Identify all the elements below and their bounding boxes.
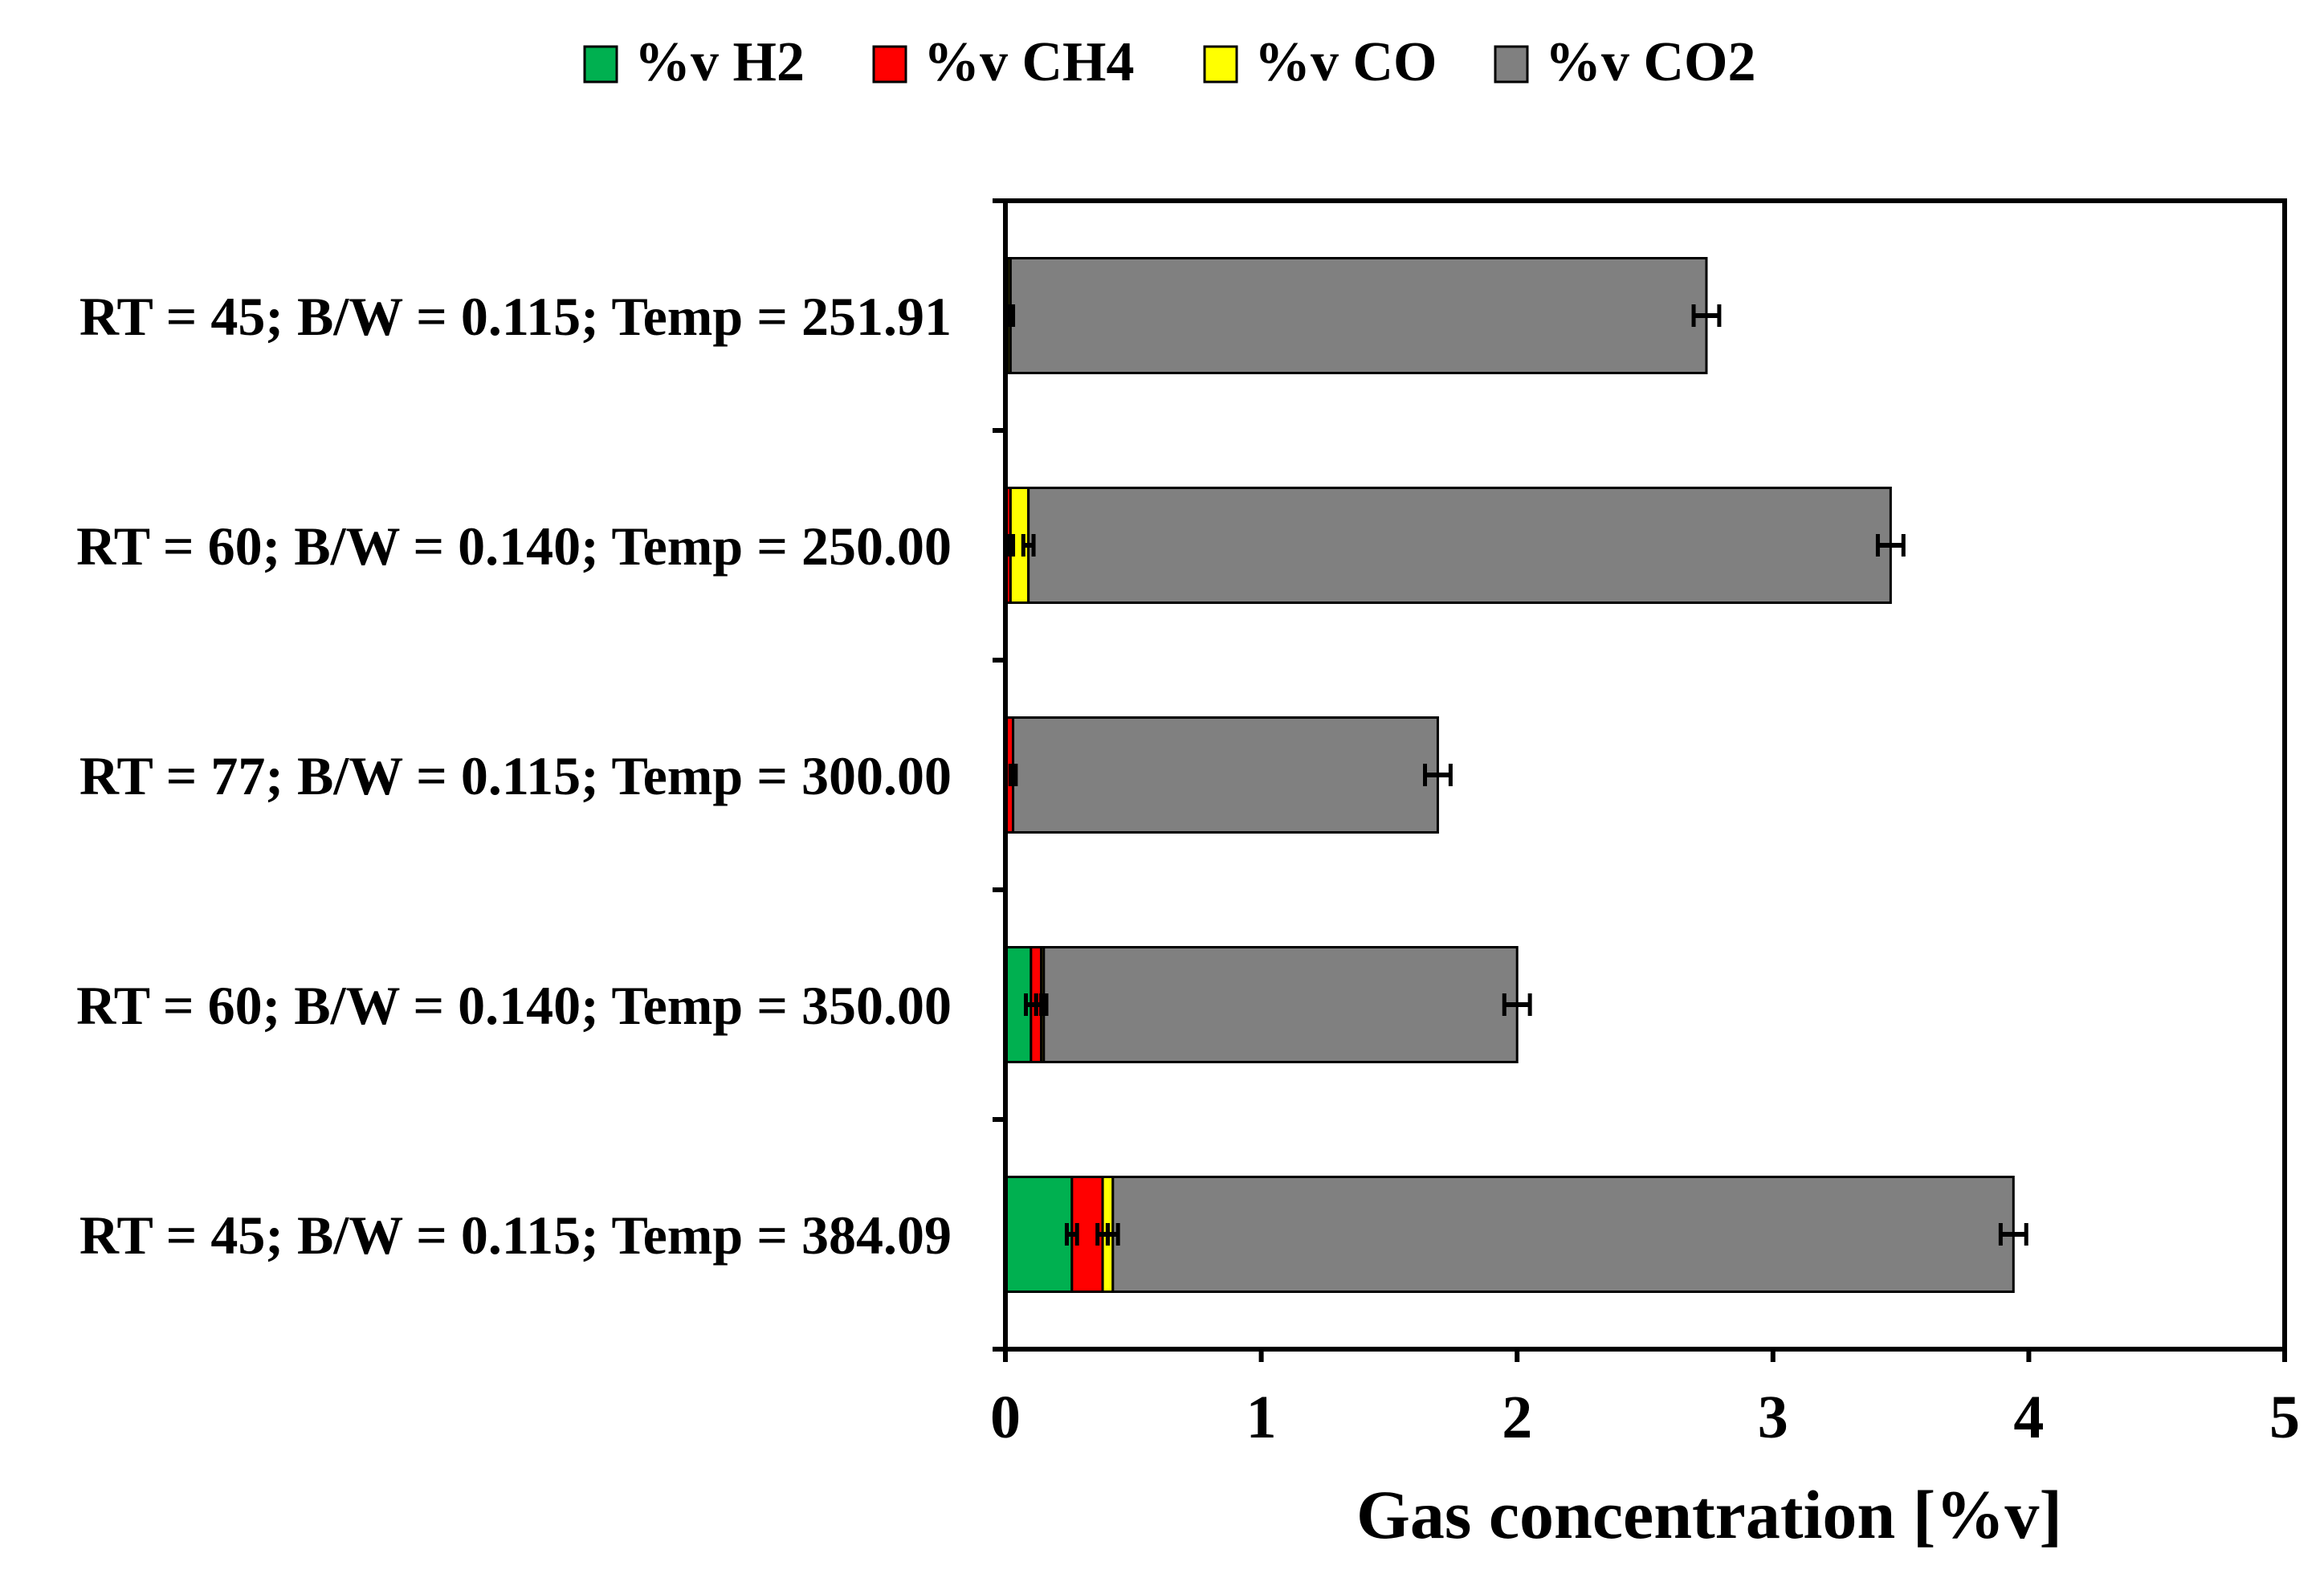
x-tick-label-1: 1 xyxy=(1246,1384,1277,1451)
legend-label-1: %v CH4 xyxy=(923,31,1135,93)
x-tick-label-0: 0 xyxy=(990,1384,1021,1451)
x-tick-labels: 0 1 2 3 4 5 xyxy=(990,1384,2300,1451)
x-tick-label-5: 5 xyxy=(2269,1384,2300,1451)
legend-label-0: %v H2 xyxy=(634,31,805,93)
plot-area-frame xyxy=(1003,198,2287,1352)
bar-segment-v-co2-4 xyxy=(1111,1176,2015,1293)
axis-ticks xyxy=(993,198,2287,1362)
legend-swatch-1 xyxy=(872,45,907,84)
legend-swatch-3 xyxy=(1494,45,1529,84)
category-labels: RT = 45; B/W = 0.115; Temp = 251.91 RT = … xyxy=(76,286,952,1266)
legend-swatch-2 xyxy=(1203,45,1238,84)
bar-segment-v-co2-1 xyxy=(1027,487,1892,604)
x-axis-title: Gas concentration [%v] xyxy=(1356,1476,2062,1553)
category-label-4: RT = 45; B/W = 0.115; Temp = 384.09 xyxy=(80,1205,952,1266)
legend-label-2: %v CO xyxy=(1254,31,1437,93)
bar-segment-v-co2-0 xyxy=(1009,257,1708,374)
error-bars xyxy=(1003,304,2028,1246)
x-tick-label-4: 4 xyxy=(2013,1384,2044,1451)
x-tick-label-3: 3 xyxy=(1758,1384,1788,1451)
category-label-2: RT = 77; B/W = 0.115; Temp = 300.00 xyxy=(80,745,952,806)
x-tick-label-2: 2 xyxy=(1502,1384,1532,1451)
bar-segment-v-co2-2 xyxy=(1012,716,1439,834)
category-label-0: RT = 45; B/W = 0.115; Temp = 251.91 xyxy=(80,286,952,347)
category-label-1: RT = 60; B/W = 0.140; Temp = 250.00 xyxy=(76,516,952,577)
legend-swatch-0 xyxy=(583,45,618,84)
legend-label-3: %v CO2 xyxy=(1545,31,1756,93)
bar-segment-v-h2-4 xyxy=(1004,1176,1074,1293)
bar-segment-v-co2-3 xyxy=(1042,946,1519,1063)
legend: %v H2 %v CH4 %v CO %v CO2 xyxy=(583,31,1756,93)
bars xyxy=(1004,257,2015,1293)
category-label-3: RT = 60; B/W = 0.140; Temp = 350.00 xyxy=(76,975,952,1036)
